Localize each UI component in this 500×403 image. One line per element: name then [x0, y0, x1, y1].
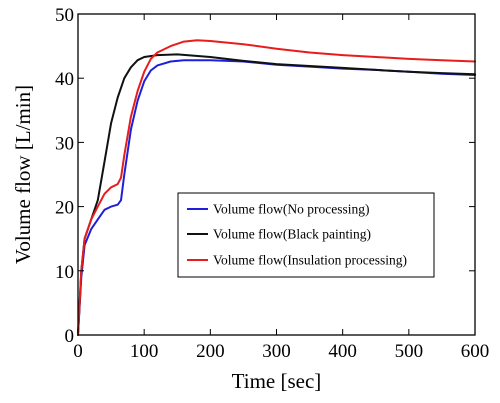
series-layer	[77, 39, 476, 336]
ticks-layer: 0 100 200 300 400 500 600 0 10 20 30 40 50	[55, 5, 489, 362]
x-tick-label: 300	[262, 341, 291, 362]
legend: Volume flow(No processing) Volume flow(Bl…	[177, 192, 435, 278]
legend-box	[177, 192, 435, 278]
legend-label-2: Volume flow(Black painting)	[213, 227, 371, 242]
y-axis-title: Volume flow [L/min]	[11, 85, 35, 264]
x-tick-label: 500	[395, 341, 424, 362]
x-tick-label: 0	[73, 341, 83, 362]
y-tick-label: 30	[55, 133, 74, 154]
series-line-2	[77, 53, 476, 336]
legend-label-1: Volume flow(No processing)	[213, 202, 369, 217]
x-tick-label: 200	[196, 341, 225, 362]
y-tick-label: 50	[55, 5, 74, 26]
x-axis-title: Time [sec]	[232, 369, 322, 393]
legend-label-3: Volume flow(Insulation processing)	[213, 253, 407, 268]
y-tick-label: 0	[65, 326, 75, 347]
plot-frame	[77, 13, 476, 336]
series-line-3	[77, 39, 476, 336]
y-tick-label: 40	[55, 69, 74, 90]
x-tick-label: 600	[461, 341, 490, 362]
y-tick-label: 20	[55, 198, 74, 219]
x-tick-label: 100	[130, 341, 159, 362]
y-tick-label: 10	[55, 262, 74, 283]
x-tick-label: 400	[328, 341, 357, 362]
